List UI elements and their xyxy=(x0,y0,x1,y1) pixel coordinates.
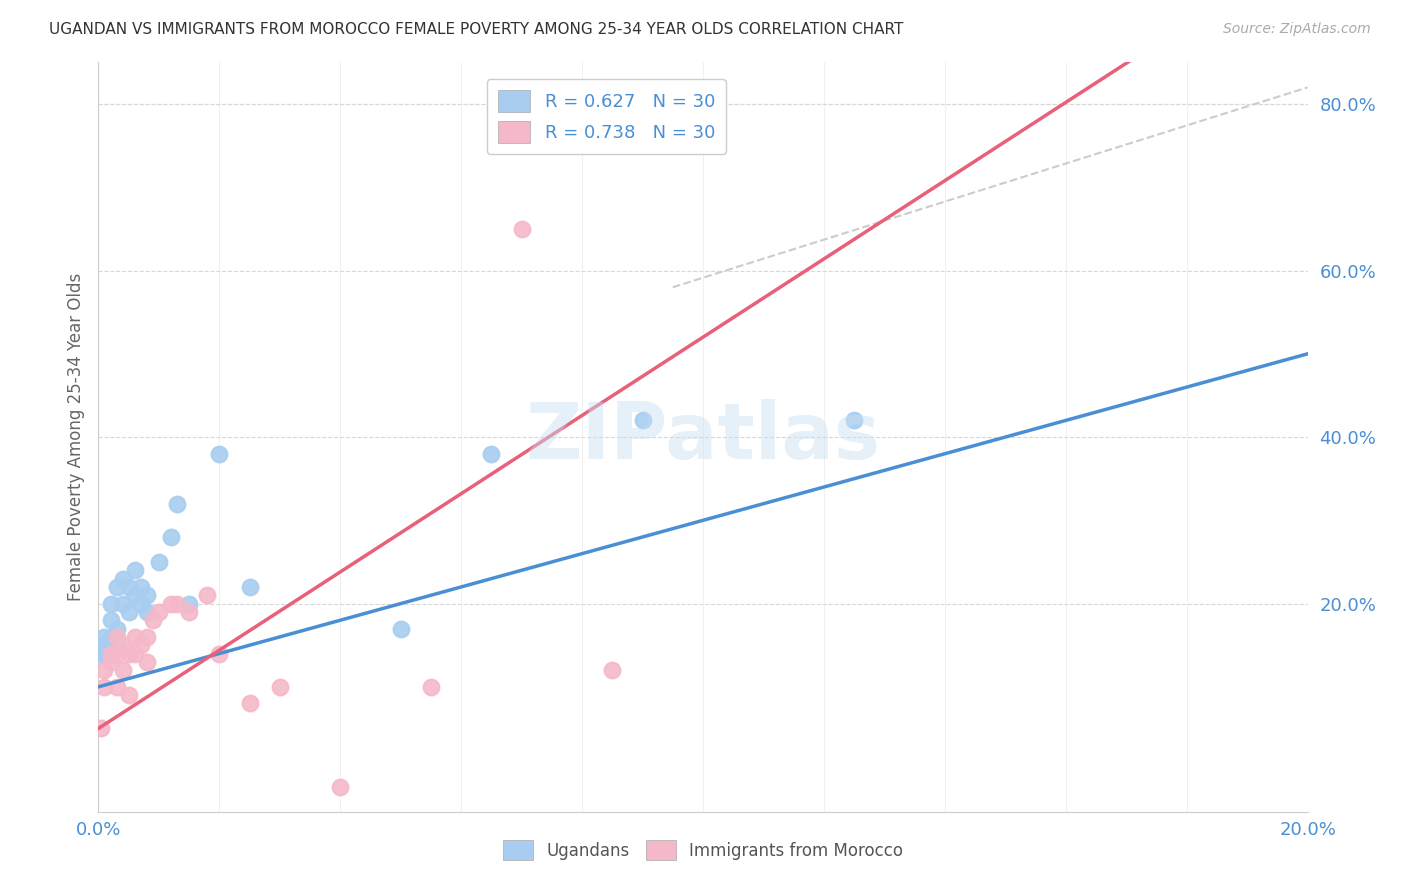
Point xyxy=(118,605,141,619)
Text: UGANDAN VS IMMIGRANTS FROM MOROCCO FEMALE POVERTY AMONG 25-34 YEAR OLDS CORRELAT: UGANDAN VS IMMIGRANTS FROM MOROCCO FEMAL… xyxy=(49,22,904,37)
Point xyxy=(93,638,115,652)
Point xyxy=(269,680,291,694)
Y-axis label: Female Poverty Among 25-34 Year Olds: Female Poverty Among 25-34 Year Olds xyxy=(66,273,84,601)
Point xyxy=(631,413,654,427)
Text: ZIPatlas: ZIPatlas xyxy=(526,399,880,475)
Point xyxy=(208,447,231,461)
Point xyxy=(111,572,134,586)
Point xyxy=(179,597,201,611)
Point xyxy=(105,580,128,594)
Point xyxy=(100,655,122,669)
Point xyxy=(90,722,112,736)
Point xyxy=(481,447,503,461)
Point xyxy=(129,597,152,611)
Point xyxy=(100,630,122,644)
Point xyxy=(135,588,157,602)
Point xyxy=(118,580,141,594)
Point xyxy=(135,655,157,669)
Point xyxy=(160,597,183,611)
Point xyxy=(129,638,152,652)
Point xyxy=(142,613,165,627)
Point xyxy=(105,638,128,652)
Point xyxy=(844,413,866,427)
Point xyxy=(96,647,118,661)
Point xyxy=(135,605,157,619)
Point xyxy=(124,630,146,644)
Text: Source: ZipAtlas.com: Source: ZipAtlas.com xyxy=(1223,22,1371,37)
Point xyxy=(118,647,141,661)
Point xyxy=(111,663,134,677)
Point xyxy=(389,622,412,636)
Point xyxy=(239,697,262,711)
Point xyxy=(510,222,533,236)
Point xyxy=(105,680,128,694)
Point xyxy=(124,647,146,661)
Point xyxy=(111,638,134,652)
Point xyxy=(93,630,115,644)
Point xyxy=(239,580,262,594)
Point xyxy=(105,630,128,644)
Point xyxy=(118,688,141,702)
Point xyxy=(160,530,183,544)
Point xyxy=(93,663,115,677)
Point xyxy=(111,597,134,611)
Point xyxy=(105,622,128,636)
Point xyxy=(166,597,188,611)
Point xyxy=(195,588,218,602)
Point xyxy=(100,597,122,611)
Point xyxy=(105,647,128,661)
Point xyxy=(129,580,152,594)
Point xyxy=(148,605,170,619)
Point xyxy=(124,563,146,577)
Point xyxy=(329,780,352,794)
Point xyxy=(179,605,201,619)
Legend: Ugandans, Immigrants from Morocco: Ugandans, Immigrants from Morocco xyxy=(496,833,910,867)
Point xyxy=(100,647,122,661)
Point xyxy=(100,613,122,627)
Point xyxy=(420,680,443,694)
Point xyxy=(208,647,231,661)
Point xyxy=(602,663,624,677)
Point xyxy=(124,588,146,602)
Point xyxy=(166,497,188,511)
Point xyxy=(90,647,112,661)
Point xyxy=(135,630,157,644)
Point xyxy=(148,555,170,569)
Point xyxy=(93,680,115,694)
